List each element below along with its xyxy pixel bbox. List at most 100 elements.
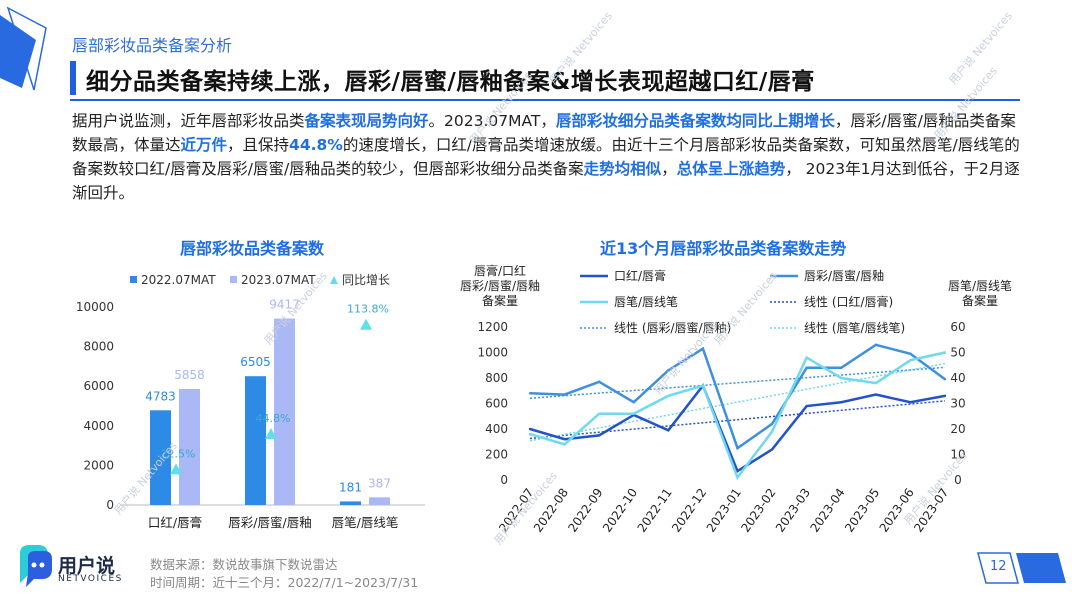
y-axis-title-left: 备案量 (482, 293, 518, 308)
line-chart: 唇膏/口红唇彩/唇蜜/唇釉备案量唇笔/唇线笔备案量020040060080010… (460, 263, 1012, 535)
bar-chart: 2022.07MAT 2023.07MAT 同比增长 0 2000 4000 6000 800… (76, 273, 425, 530)
summary-paragraph: 据用户说监测，近年唇部彩妆品类备案表现局势向好。2023.07MAT，唇部彩妆细… (72, 109, 1022, 205)
series-line (529, 383, 946, 473)
bar-chart-title: 唇部彩妆品类备案数 (180, 239, 325, 258)
x-tick-label: 唇彩/唇蜜/唇釉 (228, 515, 311, 530)
data-point (909, 352, 912, 355)
page-title: 细分品类备案持续上涨，唇彩/唇蜜/唇釉备案&增长表现超越口红/唇膏 (86, 69, 815, 95)
data-point (632, 401, 635, 404)
highlight-text: 总体呈上涨趋势 (676, 160, 786, 178)
y-tick-label-left: 1200 (477, 320, 508, 334)
y-tick-label: 2000 (83, 458, 114, 472)
x-tick-label: 口红/唇膏 (148, 515, 202, 530)
body-text: ， 2023年1月达到低谷，于2月逐渐回升。 (72, 160, 1020, 202)
page-number: 12 (990, 559, 1007, 574)
data-point (909, 401, 912, 404)
y-tick-label: 4000 (83, 419, 114, 433)
legend-label: 同比增长 (342, 273, 390, 287)
y-tick-label-right: 40 (950, 371, 965, 385)
data-point (632, 412, 635, 415)
growth-label: 22.5% (161, 447, 196, 460)
data-point (667, 394, 670, 398)
title-accent-bar (70, 61, 76, 95)
y-tick-label: 8000 (83, 340, 114, 354)
bar (245, 376, 266, 505)
y-tick-label-left: 400 (485, 422, 508, 436)
highlight-text: 44.8% (289, 136, 343, 154)
legend-swatch (130, 276, 137, 283)
y-axis-title-left: 唇彩/唇蜜/唇釉 (460, 278, 540, 293)
trend-line (529, 400, 946, 440)
brand-name: 用户说 (58, 555, 116, 577)
trend-line (529, 362, 946, 442)
body-text: ，唇彩/唇蜜/唇釉品类备案数最高，体量达 (72, 112, 1016, 154)
y-tick-label-right: 30 (950, 397, 965, 411)
data-point (874, 393, 878, 396)
data-point (597, 434, 601, 437)
bar (340, 501, 361, 505)
data-point (528, 427, 532, 431)
trend-line (529, 366, 946, 400)
data-source-note: 数据来源：数说故事旗下数说雷达 时间周期：近十三个月：2022/7/1~2023… (150, 556, 418, 592)
data-point (943, 351, 947, 354)
data-point (943, 378, 947, 381)
data-point (736, 469, 739, 473)
data-point (770, 448, 774, 451)
body-text: ，且保持 (227, 136, 290, 154)
legend-marker (330, 276, 338, 284)
period-line: 时间周期：近十三个月：2022/7/1~2023/7/31 (150, 575, 419, 590)
y-tick-label-left: 800 (485, 371, 508, 385)
data-label: 4783 (145, 389, 176, 403)
growth-label: 113.8% (347, 303, 389, 316)
body-text: ， (661, 160, 677, 178)
y-axis-title-right: 唇笔/唇线笔 (948, 278, 1012, 293)
y-tick-label-right: 20 (950, 422, 965, 436)
data-point (667, 369, 670, 372)
data-point (701, 384, 705, 387)
data-label: 181 (339, 480, 362, 494)
y-tick-label-right: 60 (950, 320, 965, 334)
growth-marker (170, 463, 182, 475)
data-point (840, 376, 843, 380)
y-tick-label-left: 200 (485, 448, 508, 462)
highlight-text: 近万件 (180, 136, 228, 154)
corner-decoration (0, 6, 47, 91)
highlight-text: 走势均相似 (583, 160, 662, 178)
y-tick-label-right: 10 (950, 448, 965, 462)
body-text: 。2023.07MAT， (428, 112, 556, 130)
data-point (528, 432, 532, 436)
y-tick-label-left: 0 (500, 473, 508, 487)
body-text: 据用户说监测，近年唇部彩妆品类 (72, 112, 305, 130)
bar (150, 410, 171, 505)
highlight-text: 唇部彩妆细分品类备案数均同比上期增长 (555, 112, 835, 130)
y-tick-label-left: 600 (485, 397, 508, 411)
data-point (736, 446, 739, 450)
bar (274, 318, 295, 505)
data-point (563, 438, 566, 441)
growth-marker (265, 428, 277, 440)
brand-name-en: NETVOICES (58, 574, 123, 584)
legend-label: 线性 (唇笔/唇线笔) (804, 320, 905, 335)
legend-swatch (230, 276, 237, 283)
growth-label: 44.8% (256, 412, 291, 425)
y-tick-label: 6000 (83, 379, 114, 393)
data-point (943, 394, 947, 398)
data-point (805, 366, 808, 369)
legend-label: 唇笔/唇线笔 (614, 294, 678, 309)
y-tick-label-right: 0 (954, 473, 962, 487)
data-point (597, 380, 601, 384)
data-point (701, 347, 705, 350)
data-label: 9417 (269, 298, 300, 312)
data-point (770, 422, 774, 426)
brand-logo-icon (20, 545, 52, 587)
source-line: 数据来源：数说故事旗下数说雷达 (150, 557, 338, 572)
data-point (528, 392, 532, 395)
data-point (840, 401, 843, 404)
bar (179, 389, 200, 505)
bar (369, 497, 390, 505)
data-label: 5858 (174, 368, 205, 382)
legend-label: 口红/唇膏 (614, 268, 666, 283)
body-text: 的速度增长，口红/唇膏品类增速放缓。由近十三个月唇部彩妆品类备案数，可知虽然唇笔… (72, 136, 1020, 178)
section-subtitle: 唇部彩妆品类备案分析 (72, 36, 233, 55)
data-point (667, 429, 670, 432)
